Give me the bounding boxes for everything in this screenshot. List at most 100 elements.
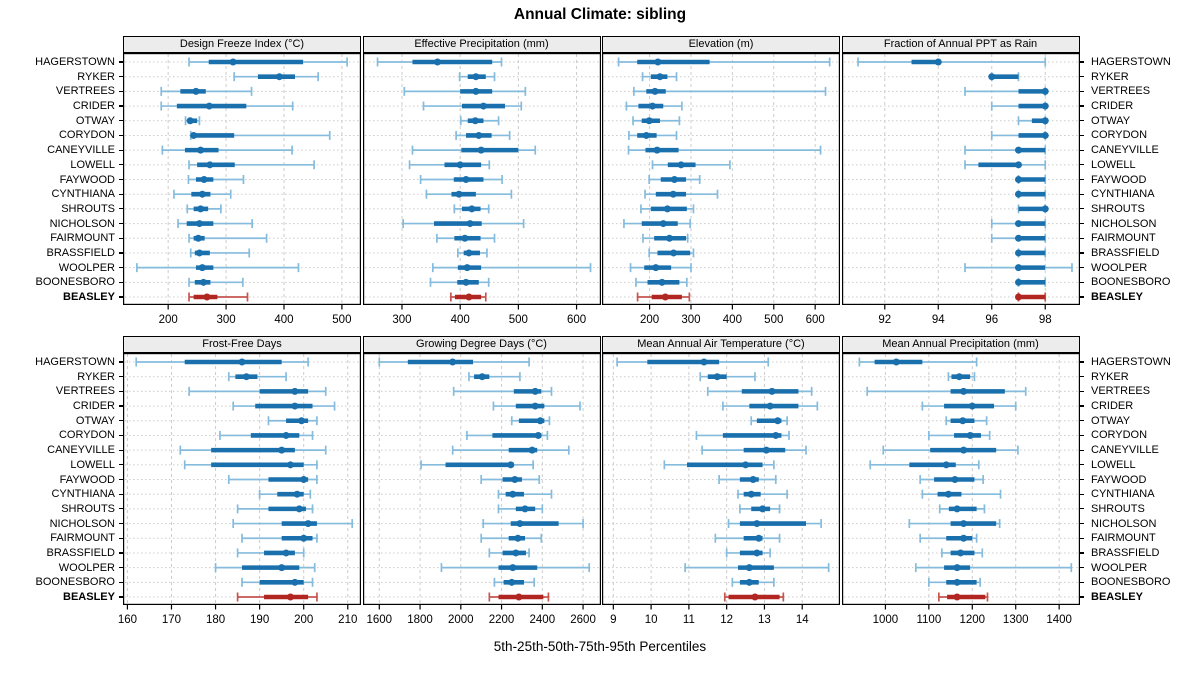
series-corydon [189,130,331,140]
gridlines [843,54,1078,304]
series-caneyville [701,445,807,455]
median-dot [460,234,468,242]
tick-label: 92 [878,314,891,326]
station-axis-tick [1079,508,1084,510]
median-dot [766,402,774,410]
series-boonesboro [241,577,314,587]
x-axis-2: 200 300 400 500 600 [640,305,825,326]
x-axis-4: 160 170 180 190 200 210 [118,605,357,626]
series-crider [232,401,336,411]
station-label-left: NICHOLSON [49,217,115,230]
median-dot [528,446,536,454]
station-axis-tick [119,596,123,598]
median-dot [1041,117,1049,125]
median-dot [1041,87,1049,95]
series-faywood [479,475,540,484]
series-corydon [695,430,790,440]
median-dot [1014,278,1022,286]
series-fairmount [241,533,318,543]
station-label-left: CANEYVILLE [47,444,115,457]
median-dot [197,146,205,154]
station-axis-tick [119,149,123,151]
station-axis-tick [1079,222,1084,225]
series-boonesboro [731,577,775,587]
station-label-right: FAYWOOD [1091,173,1147,186]
series-vertrees [865,386,1027,396]
median-dot [471,117,479,125]
station-label-left: WOOLPER [58,261,115,274]
series-brassfield [189,248,251,258]
series-nicholson [727,519,822,529]
tick-label: 300 [392,314,411,326]
median-dot [944,490,952,498]
median-dot [670,176,678,183]
median-dot [291,387,299,395]
series-fairmount [714,533,781,543]
median-dot [953,564,961,572]
median-dot [278,564,286,572]
median-dot [751,593,759,601]
tick-label: 2600 [570,614,596,626]
series-caneyville [451,445,570,455]
panel-canvas-6 [602,353,840,605]
series-caneyville [179,445,327,455]
station-label-right: BOONESBORO [1091,576,1171,589]
x-axis-5: 1600 1800 2000 2200 2400 2600 [366,605,596,626]
median-dot [195,220,203,228]
series-nicholson [990,219,1046,229]
station-label-left: OTWAY [75,414,115,427]
station-label-left: BEASLEY [63,291,115,303]
series-brassfield [940,548,983,558]
station-label-left: RYKER [77,370,115,383]
panel-border [602,53,840,305]
panel-canvas-7 [841,353,1080,605]
station-axis-tick [119,464,123,466]
series-brassfield [456,248,488,258]
median-dot [195,249,203,257]
series-brassfield [236,548,305,558]
series-hagerstown [617,57,831,67]
station-label-left: FAYWOOD [59,173,115,186]
series-cynthiana [644,189,719,199]
series-ryker [233,72,319,82]
median-dot [507,578,515,586]
tick-label: 14 [796,614,809,626]
station-axis-tick [1079,90,1084,92]
series-otway [1017,116,1049,126]
station-axis-tick [119,120,123,122]
median-dot [654,58,662,66]
station-label-right: FAYWOOD [1091,473,1147,486]
tick-label: 11 [683,614,695,626]
station-axis-tick [1079,567,1084,569]
series-lowell [188,160,315,170]
tick-label: 9 [610,614,616,626]
median-dot [300,476,308,483]
tick-label: 400 [450,314,469,326]
station-axis-tick [119,164,123,166]
station-axis-tick [1079,522,1084,525]
station-label-left: BRASSFIELD [46,546,115,559]
series-caneyville [627,145,822,155]
median-dot [700,358,708,366]
series-crider [160,101,294,111]
station-label-right: RYKER [1091,70,1129,83]
series-faywood [227,475,318,484]
station-label-right: CRIDER [1091,100,1134,113]
median-dot [186,117,194,125]
panel-canvas-2 [602,53,840,305]
series-faywood [918,475,984,484]
series-ryker [458,72,495,82]
series-brassfield [487,548,530,558]
station-label-right: VERTREES [1091,85,1151,98]
station-axis-tick [1079,120,1084,122]
series-lowell [963,160,1046,170]
series-lowell [868,460,980,470]
series-shrouts [739,504,781,514]
station-axis-tick [1079,178,1084,181]
series-vertrees [963,86,1049,96]
median-dot [645,117,653,125]
median-dot [477,146,485,154]
series-lowell [408,160,490,170]
median-dot [774,417,782,425]
